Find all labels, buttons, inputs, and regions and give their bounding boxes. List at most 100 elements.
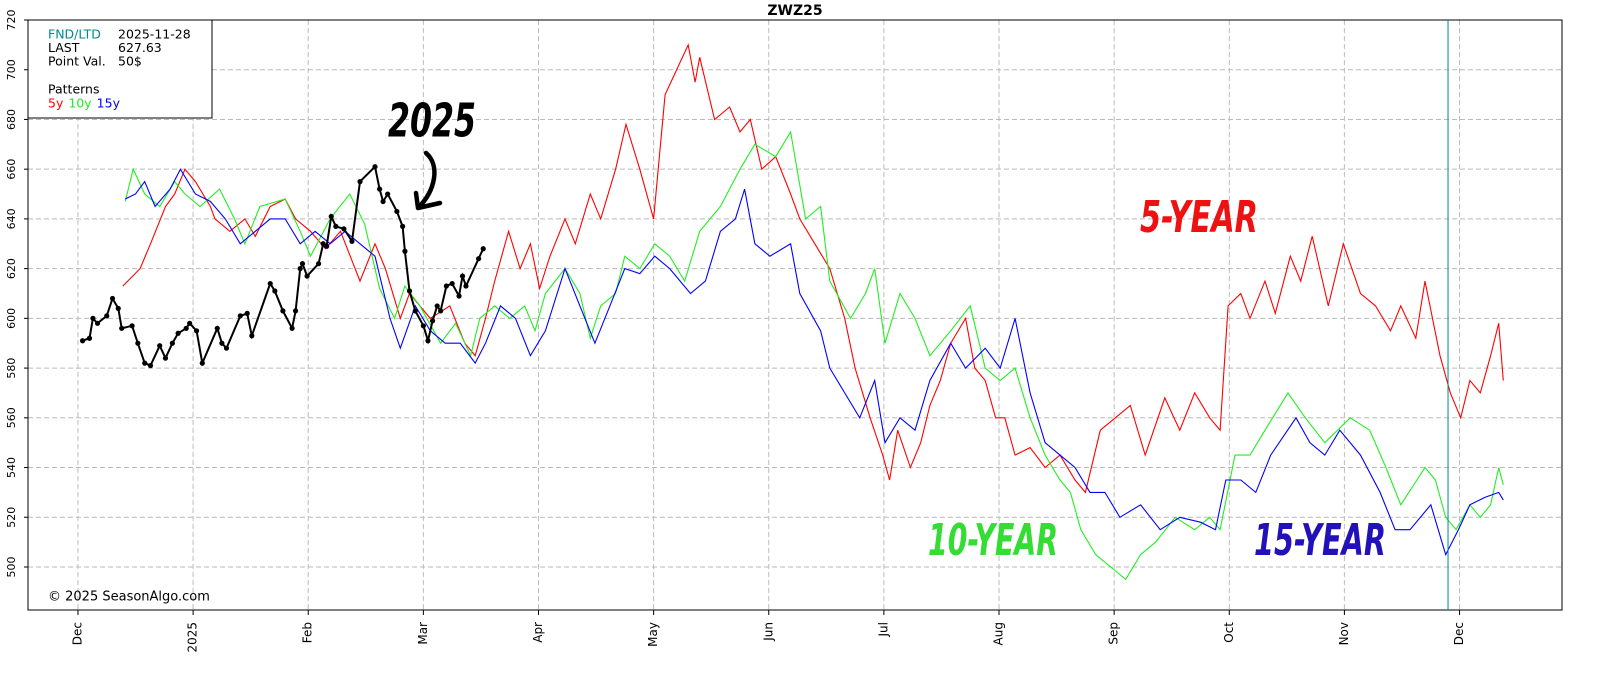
info-box: [27, 19, 213, 119]
series-marker: [429, 318, 436, 324]
series-marker: [476, 256, 482, 262]
y-tick-label: 600: [5, 308, 18, 329]
series-line: [124, 168, 1504, 557]
series-marker: [142, 360, 148, 366]
series-marker: [219, 340, 225, 346]
series-marker: [267, 280, 273, 287]
series-marker: [169, 340, 175, 346]
arrow: [413, 150, 443, 211]
series-marker: [175, 330, 181, 336]
series-marker: [456, 293, 462, 299]
x-tick-label: Dec: [1452, 622, 1466, 645]
grid: [28, 19, 1562, 610]
series-marker: [324, 243, 330, 249]
series-marker: [115, 305, 121, 312]
series-marker: [90, 315, 96, 321]
legend-entry: 5y: [48, 96, 64, 111]
copyright: © 2025 SeasonAlgo.com: [48, 590, 210, 605]
plot-lines: [79, 43, 1504, 581]
x-tick-label: Feb: [301, 622, 315, 643]
y-tick-label: 680: [5, 109, 18, 130]
series-marker: [394, 208, 400, 215]
series-marker: [119, 325, 125, 331]
series-marker: [402, 248, 408, 254]
info-value: 50$: [118, 54, 142, 69]
info-value: 627.63: [118, 40, 162, 55]
series-marker: [425, 338, 431, 344]
series-marker: [135, 340, 141, 346]
series-marker: [449, 280, 455, 287]
y-tick-label: 580: [5, 358, 18, 379]
plot-frame: [27, 19, 1563, 611]
series-marker: [109, 295, 116, 302]
series-marker: [420, 323, 426, 329]
x-tick-label: Jul: [876, 622, 890, 637]
y-tick-label: 620: [5, 258, 18, 279]
x-tick-label: Oct: [1222, 622, 1236, 643]
series-marker: [341, 226, 347, 232]
series-marker: [289, 325, 295, 331]
y-tick-label: 520: [5, 507, 18, 528]
legend-entry: 10y: [68, 96, 92, 111]
series-marker: [400, 223, 406, 229]
series-marker: [357, 179, 363, 185]
series-marker: [94, 320, 101, 326]
series-marker: [315, 261, 322, 267]
series-marker: [183, 325, 189, 331]
series-marker: [406, 288, 413, 294]
series-marker: [328, 213, 334, 220]
annotation: 15-YEAR: [1254, 515, 1386, 566]
series-marker: [297, 266, 303, 272]
x-tick-label: Mar: [416, 622, 430, 645]
series-marker: [280, 308, 286, 314]
series-marker: [129, 323, 135, 329]
series-line: [122, 43, 1504, 494]
series-marker: [157, 343, 163, 349]
info-label: FND/LTD: [48, 27, 101, 42]
series-label: 2025: [388, 94, 476, 148]
series-marker: [147, 362, 154, 369]
series-marker: [372, 164, 378, 170]
series-marker: [333, 223, 339, 229]
series-marker: [299, 261, 306, 267]
annotation: 5-YEAR: [1140, 192, 1258, 243]
y-tick-label: 720: [5, 10, 18, 31]
y-tick-label: 640: [5, 208, 18, 229]
series-marker: [438, 308, 444, 314]
series-marker: [385, 191, 391, 197]
x-tick-label: Jun: [761, 622, 775, 642]
series-marker: [79, 338, 86, 344]
y-tick-label: 660: [5, 159, 18, 180]
x-tick-label: Sep: [1107, 622, 1121, 645]
series-marker: [434, 303, 440, 309]
x-tick-label: Aug: [992, 622, 1006, 645]
series-marker: [162, 355, 169, 361]
info-label: Point Val.: [48, 54, 106, 69]
series-marker: [380, 198, 386, 205]
series-marker: [480, 246, 486, 252]
chart-title: ZWZ25: [767, 3, 822, 19]
series-marker: [214, 325, 220, 331]
series-marker: [412, 308, 418, 314]
y-tick-label: 560: [5, 407, 18, 428]
y-tick-label: 540: [5, 457, 18, 478]
series-marker: [104, 313, 110, 319]
series-marker: [463, 283, 469, 289]
series-marker: [223, 345, 230, 351]
series-marker: [349, 238, 355, 244]
x-tick-label: 2025: [186, 622, 200, 653]
x-tick-label: May: [646, 622, 660, 647]
series-marker: [199, 360, 205, 366]
series-marker: [187, 320, 193, 326]
series-marker: [193, 328, 200, 334]
series-marker: [304, 273, 310, 279]
annotation: 10-YEAR: [928, 515, 1058, 566]
y-tick-label: 500: [5, 556, 18, 577]
series-marker: [459, 273, 466, 279]
series-marker: [292, 308, 299, 314]
x-tick-label: Dec: [70, 622, 84, 645]
x-tick-label: Apr: [531, 622, 545, 643]
